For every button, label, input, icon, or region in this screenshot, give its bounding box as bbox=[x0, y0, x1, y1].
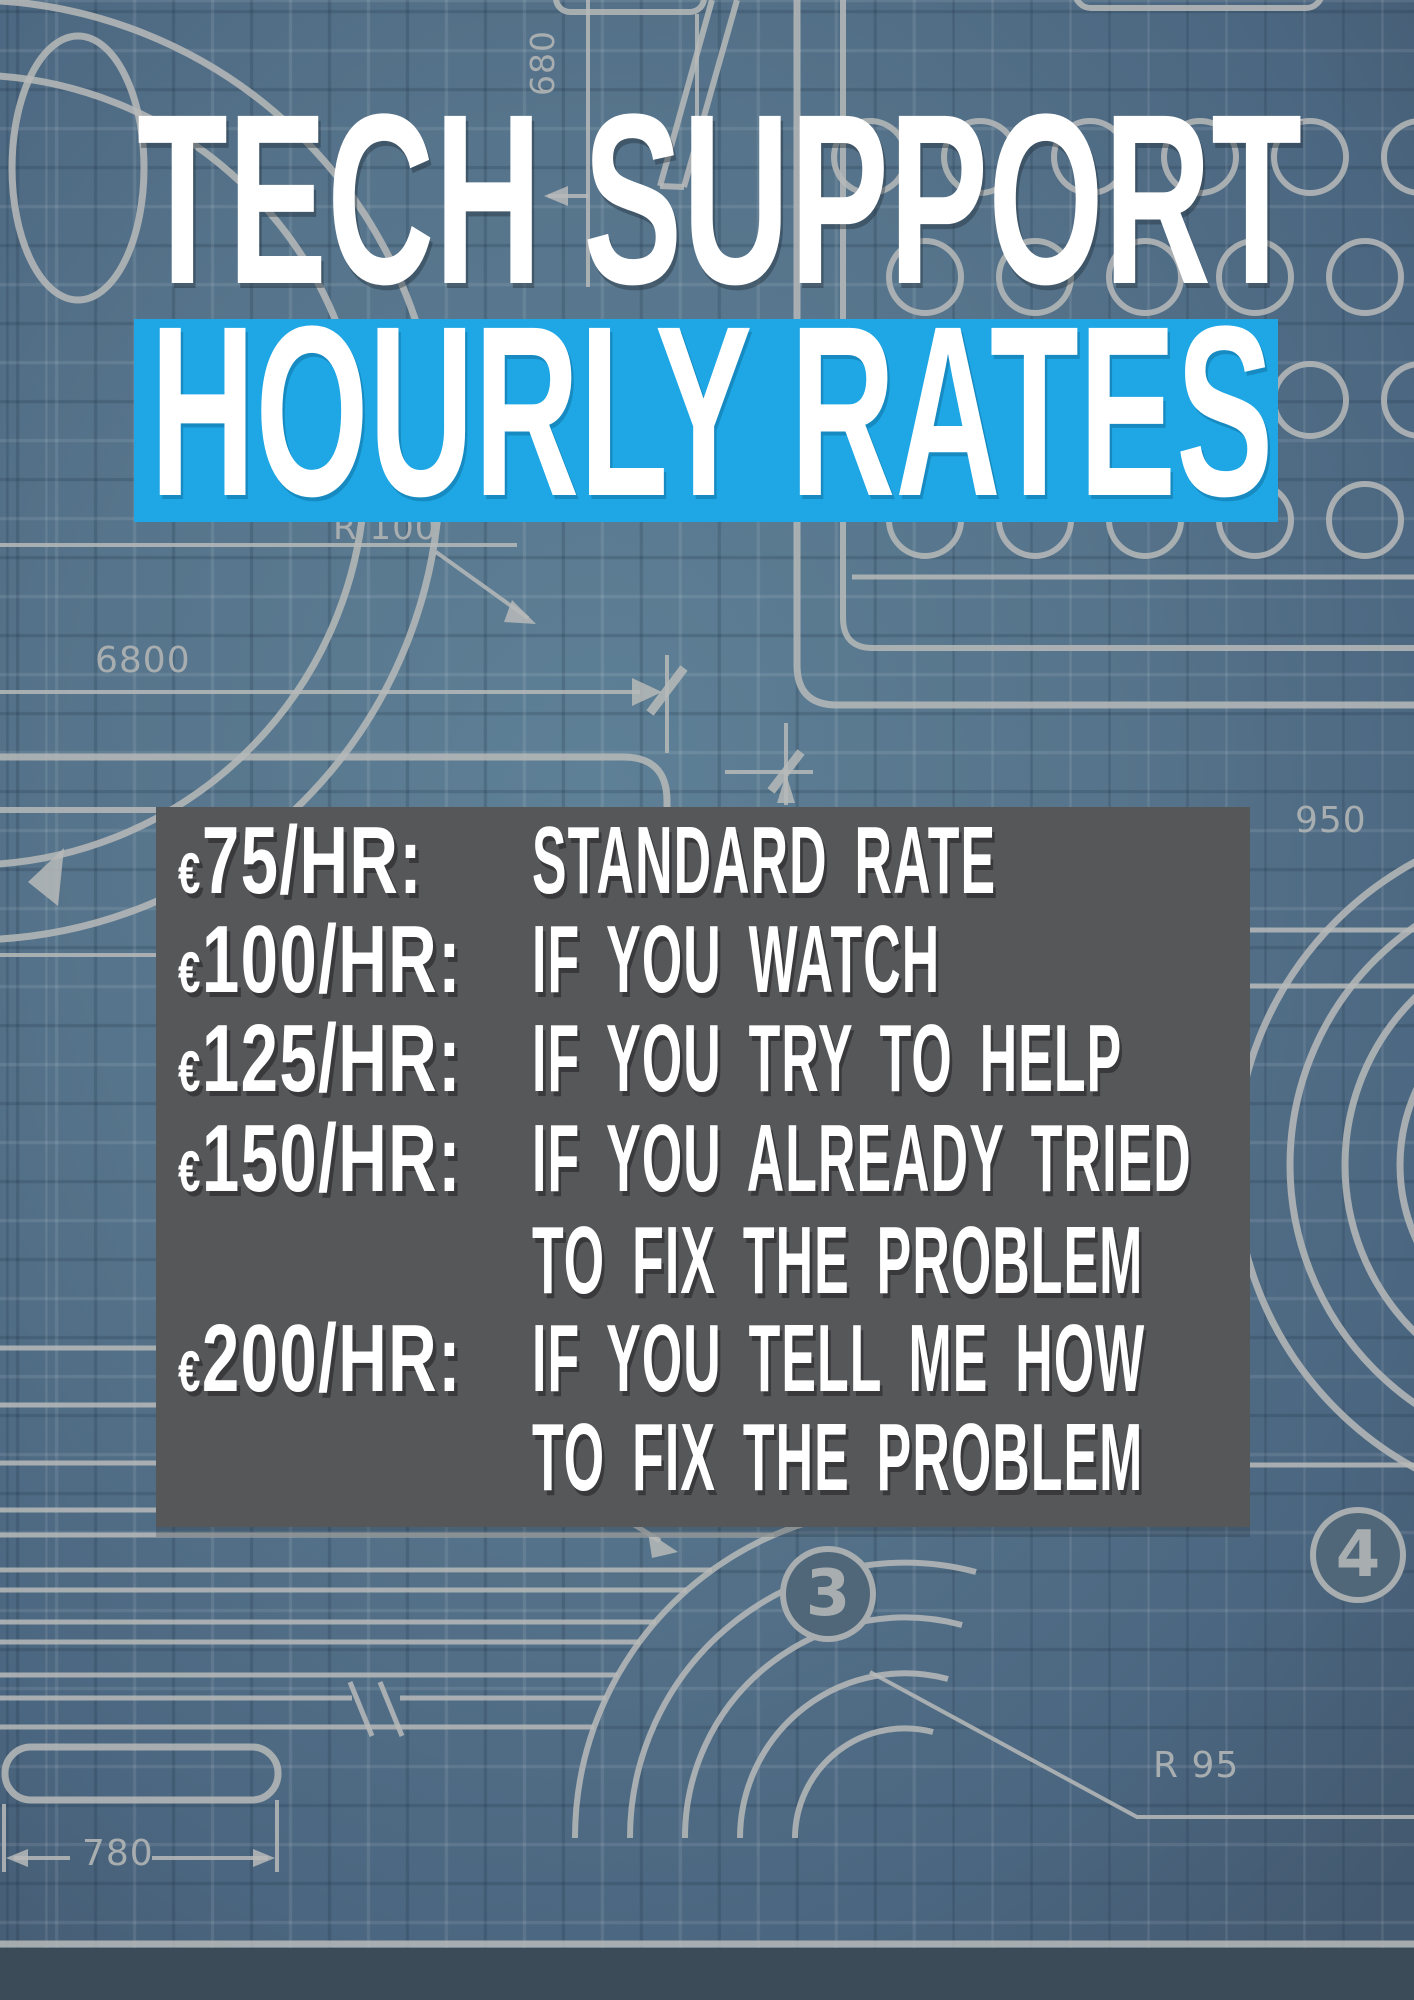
poster-subtitle: HOURLY RATES bbox=[150, 276, 1274, 547]
title-banner: HOURLY RATES bbox=[134, 290, 1278, 533]
balloon-3: 3 bbox=[780, 1546, 876, 1642]
euro-symbol: € bbox=[178, 1340, 202, 1404]
top-slots bbox=[553, 0, 1324, 190]
rate-price: €125/HR: bbox=[178, 1005, 462, 1112]
rate-price: €75/HR: bbox=[178, 807, 424, 914]
rate-price: €100/HR: bbox=[178, 906, 462, 1013]
bottom-band bbox=[0, 1948, 1414, 2000]
dim-label-780: 780 bbox=[82, 1833, 154, 1874]
rate-row: €100/HR: IF YOU WATCH bbox=[156, 912, 1250, 1009]
keyboard-plate bbox=[793, 0, 1414, 709]
rate-row: TO FIX THE PROBLEM bbox=[156, 1410, 1250, 1507]
pill-dimension bbox=[1, 1743, 282, 1872]
bottom-concentric-arcs bbox=[572, 1504, 991, 1839]
dim-arrow-left-icon bbox=[6, 1849, 28, 1867]
dim-label-950: 950 bbox=[1295, 800, 1367, 841]
dim-arrow-right-icon bbox=[632, 678, 662, 706]
dim-680-lines bbox=[544, 0, 590, 287]
rate-row: €75/HR: STANDARD RATE bbox=[156, 813, 1250, 910]
rate-description: IF YOU WATCH bbox=[532, 906, 941, 1013]
rate-description: TO FIX THE PROBLEM bbox=[532, 1404, 1144, 1511]
radius-95-leader bbox=[869, 1670, 1414, 1819]
rate-description: TO FIX THE PROBLEM bbox=[532, 1207, 1144, 1314]
dim-arrow-left-icon bbox=[544, 186, 568, 206]
poster-title: TECH SUPPORT bbox=[137, 64, 1303, 335]
euro-symbol: € bbox=[178, 1040, 202, 1104]
rate-description: IF YOU ALREADY TRIED bbox=[532, 1105, 1192, 1212]
rate-description: STANDARD RATE bbox=[532, 807, 997, 914]
rate-row: €150/HR: IF YOU ALREADY TRIED bbox=[156, 1111, 1250, 1208]
dim-label-6800: 6800 bbox=[95, 640, 191, 681]
dim-arrow-right-icon bbox=[253, 1849, 275, 1867]
rate-row: €200/HR: IF YOU TELL ME HOW bbox=[156, 1311, 1250, 1408]
leader-arrowhead-icon bbox=[648, 1532, 678, 1558]
stylus-lines bbox=[657, 0, 740, 190]
balloon-4: 4 bbox=[1310, 1507, 1406, 1603]
dim-arrow-up-icon bbox=[777, 774, 795, 803]
mid-dimension-lines bbox=[0, 543, 813, 807]
rate-price: €150/HR: bbox=[178, 1105, 462, 1212]
rate-description: IF YOU TELL ME HOW bbox=[532, 1305, 1146, 1412]
euro-symbol: € bbox=[178, 842, 202, 906]
rotation-arrow-icon bbox=[28, 848, 64, 906]
rates-panel: €75/HR: STANDARD RATE €100/HR: IF YOU WA… bbox=[156, 807, 1250, 1527]
leader-arrow-icon bbox=[504, 600, 536, 624]
rate-row: €125/HR: IF YOU TRY TO HELP bbox=[156, 1011, 1250, 1108]
rate-description: IF YOU TRY TO HELP bbox=[532, 1005, 1123, 1112]
euro-symbol: € bbox=[178, 1140, 202, 1204]
bottom-line-stack bbox=[0, 1532, 774, 1737]
radius-label-95: R 95 bbox=[1153, 1745, 1240, 1786]
rate-price: €200/HR: bbox=[178, 1305, 462, 1412]
rate-row: TO FIX THE PROBLEM bbox=[156, 1213, 1250, 1310]
right-edge-arcs bbox=[1231, 858, 1414, 1472]
euro-symbol: € bbox=[178, 941, 202, 1005]
